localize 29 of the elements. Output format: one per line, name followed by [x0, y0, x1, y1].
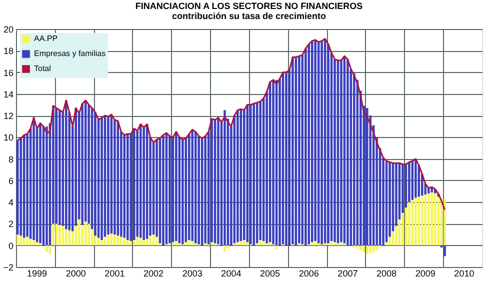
x-tick-label: 2010 — [454, 268, 474, 278]
y-tick-label: 8 — [8, 154, 14, 164]
x-tick-label: 2008 — [376, 268, 397, 278]
y-tick-label: 0 — [8, 240, 14, 251]
y-tick-label: 16 — [3, 68, 14, 78]
x-tick-label: 1999 — [27, 268, 48, 278]
x-tick-label: 2001 — [104, 268, 125, 278]
x-tick-label: 2004 — [221, 268, 242, 278]
y-tick-label: 4 — [8, 198, 14, 208]
y-tick-label: 10 — [3, 132, 14, 143]
y-tick-label: 6 — [8, 176, 14, 186]
x-tick-label: 2002 — [144, 268, 164, 278]
x-tick-label: 2007 — [338, 268, 358, 278]
x-tick-label: 2005 — [260, 268, 280, 278]
chart-subtitle: contribución su tasa de crecimiento — [172, 11, 327, 21]
y-tick-label: 20 — [3, 24, 14, 34]
x-tick-label: 2006 — [298, 268, 319, 278]
legend-label: Empresas y familias — [34, 49, 106, 58]
chart-title: FINANCIACION A LOS SECTORES NO FINANCIEROS — [135, 1, 363, 11]
legend-label: AA.PP — [34, 34, 58, 43]
legend-label: Total — [34, 64, 52, 73]
x-tick-label: 2000 — [66, 268, 86, 278]
y-tick-label: 12 — [3, 111, 14, 122]
y-tick-label: 14 — [3, 89, 14, 100]
x-tick-label: 2009 — [415, 268, 436, 278]
y-tick-label: 18 — [3, 46, 14, 56]
y-tick-label: 2 — [8, 219, 14, 230]
x-tick-label: 2003 — [182, 268, 202, 278]
y-tick-label: −2 — [3, 262, 14, 272]
